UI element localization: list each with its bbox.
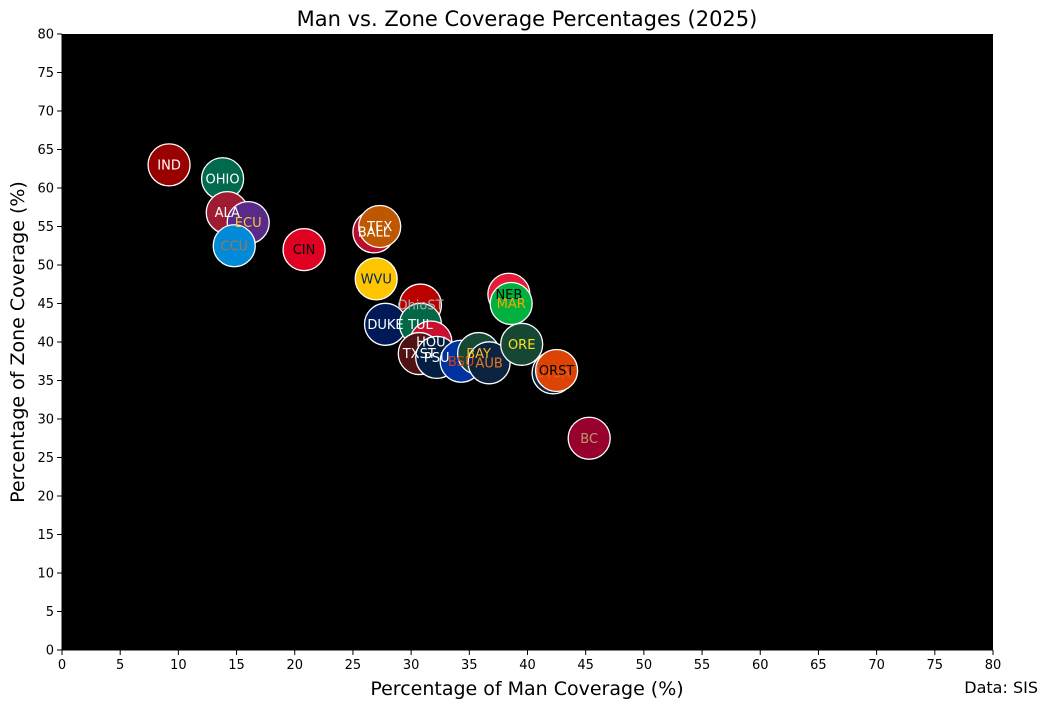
y-axis: 0 5 10 15 20 25 30 35 40 45 50 55 60 65 70 75 80 — [37, 28, 63, 659]
data-point-label: WVU — [361, 272, 392, 287]
y-tick-label: 75 — [37, 66, 54, 81]
x-tick-label: 40 — [519, 658, 536, 673]
data-point-label: IND — [157, 158, 181, 173]
data-point-label: PSU — [424, 351, 450, 366]
y-tick-label: 65 — [37, 143, 54, 158]
data-point — [489, 281, 533, 326]
y-tick-label: 25 — [37, 451, 54, 466]
y-tick-label: 55 — [37, 220, 54, 235]
data-point — [500, 322, 544, 366]
data-point-label: TEX — [366, 220, 392, 235]
data-point — [354, 257, 398, 301]
data-point-label: HOU — [416, 336, 446, 351]
x-tick-label: 30 — [403, 658, 420, 673]
data-point-label: MAR — [497, 297, 526, 312]
x-tick-label: 15 — [228, 658, 245, 673]
y-tick-label: 5 — [46, 605, 54, 620]
data-point-label: BAY — [466, 347, 491, 362]
x-tick-label: 20 — [286, 658, 303, 673]
y-tick-label: 60 — [37, 182, 54, 197]
y-axis-title: Percentage of Zone Coverage (%) — [7, 181, 29, 503]
x-tick-label: 25 — [345, 658, 362, 673]
y-tick-label: 15 — [37, 528, 54, 543]
x-tick-label: 70 — [868, 658, 885, 673]
y-tick-label: 80 — [37, 28, 54, 43]
data-point — [212, 224, 256, 268]
data-point-label: DUKE — [367, 318, 403, 333]
x-axis-title: Percentage of Man Coverage (%) — [370, 678, 683, 700]
data-point-label: ALA — [215, 206, 240, 221]
data-point-label: AUB — [475, 356, 502, 371]
data-point-label: ECU — [235, 216, 262, 231]
y-tick-label: 50 — [37, 259, 54, 274]
y-tick-label: 45 — [37, 297, 54, 312]
data-point — [534, 348, 579, 393]
data-points — [147, 143, 611, 460]
data-point-label: BSU — [448, 355, 474, 370]
x-tick-label: 55 — [694, 658, 711, 673]
chart-title: Man vs. Zone Coverage Percentages (2025) — [297, 7, 758, 31]
data-point-label: BALL — [358, 225, 391, 240]
x-tick-label: 45 — [577, 658, 594, 673]
x-axis: 0 5 10 15 20 25 30 35 40 45 50 55 60 65 70 75 80 — [58, 649, 1002, 673]
data-point — [567, 416, 611, 460]
x-tick-label: 50 — [636, 658, 653, 673]
x-tick-label: 60 — [752, 658, 769, 673]
data-point — [358, 204, 402, 249]
data-point-label: UTSA — [536, 366, 571, 381]
data-point-label: CIN — [293, 243, 316, 258]
data-point-label: OHIO — [206, 172, 240, 187]
x-tick-label: 5 — [116, 658, 124, 673]
x-tick-label: 0 — [58, 658, 66, 673]
x-tick-label: 80 — [985, 658, 1002, 673]
data-point-label: TXST — [402, 347, 436, 362]
data-point-label: ORST — [539, 364, 575, 379]
x-tick-label: 75 — [927, 658, 944, 673]
data-point — [282, 227, 326, 272]
data-point — [147, 143, 191, 187]
data-point-label: BC — [580, 432, 598, 447]
data-point — [467, 341, 511, 385]
data-point-label: CCU — [220, 239, 248, 254]
y-tick-label: 0 — [46, 644, 54, 659]
y-tick-label: 30 — [37, 413, 54, 428]
y-tick-label: 10 — [37, 567, 54, 582]
x-tick-label: 35 — [461, 658, 478, 673]
data-point-label: OhioST — [397, 299, 443, 314]
y-tick-label: 35 — [37, 374, 54, 389]
x-tick-label: 65 — [810, 658, 827, 673]
y-tick-label: 70 — [37, 105, 54, 120]
source-note: Data: SIS — [964, 678, 1038, 697]
y-tick-label: 20 — [37, 490, 54, 505]
data-point-label: TUL — [407, 318, 433, 333]
y-tick-label: 40 — [37, 336, 54, 351]
data-point-label: ORE — [508, 338, 535, 353]
data-point-label: NEB — [495, 288, 522, 303]
x-tick-label: 10 — [170, 658, 187, 673]
